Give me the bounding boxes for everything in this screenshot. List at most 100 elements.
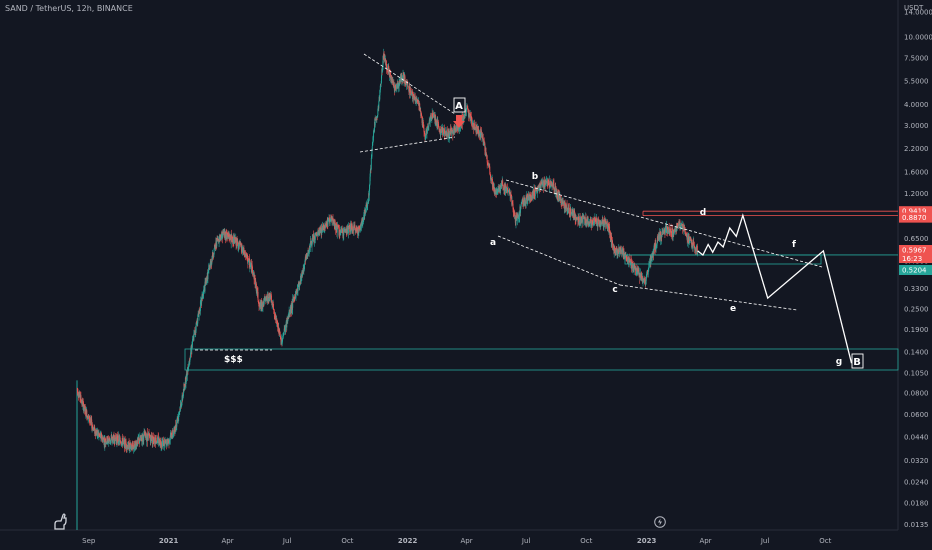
price-tick-label: 0.2500 <box>904 306 929 314</box>
candle-body <box>329 220 331 224</box>
candle-body <box>363 215 365 219</box>
candle-body <box>693 241 695 245</box>
candle-body <box>564 202 566 210</box>
candle-body <box>426 130 428 134</box>
candle-body <box>245 255 247 257</box>
candle-body <box>585 216 587 225</box>
candle-body <box>437 121 439 125</box>
candle-body <box>273 311 275 317</box>
candle-body <box>502 181 504 184</box>
candle-body <box>202 295 204 299</box>
candle-body <box>155 437 157 443</box>
candle-body <box>106 436 108 444</box>
candle-body <box>107 438 109 443</box>
candle-body <box>503 189 505 191</box>
candle-body <box>400 76 402 82</box>
tradingview-logo-icon[interactable] <box>52 512 72 530</box>
candle-body <box>549 183 551 188</box>
candle-body <box>690 239 692 245</box>
candle-body <box>364 209 366 212</box>
candle-body <box>622 250 624 254</box>
candle-body <box>416 99 418 102</box>
candle-body <box>386 65 388 69</box>
candle-body <box>287 316 289 320</box>
candle-body <box>611 235 613 245</box>
candle-body <box>435 115 436 124</box>
candle-body <box>220 237 222 240</box>
candle-body <box>189 355 191 360</box>
candle-body <box>379 90 381 100</box>
candle-body <box>281 341 283 344</box>
candle-body <box>311 238 313 244</box>
candle-body <box>367 201 369 203</box>
lightning-icon[interactable] <box>654 516 666 528</box>
candle-body <box>502 183 504 189</box>
candle-body <box>275 321 277 323</box>
candle-body <box>304 260 306 265</box>
candle-body <box>122 442 124 446</box>
candle-body <box>599 225 601 227</box>
candle-body <box>605 220 607 224</box>
candle-body <box>380 75 382 83</box>
candle-body <box>256 290 258 293</box>
candle-body <box>431 113 433 119</box>
candle-body <box>695 247 697 252</box>
candle-body <box>156 441 157 443</box>
candle-body <box>334 221 336 225</box>
candle-body <box>315 233 317 236</box>
candle-body <box>520 206 522 209</box>
candle-body <box>348 226 350 228</box>
candle-body <box>105 441 107 444</box>
candle-body <box>366 205 368 207</box>
wave-label-B: B <box>853 357 861 368</box>
candle-body <box>494 188 496 194</box>
wave-label-c: c <box>612 285 617 295</box>
candle-body <box>388 66 390 69</box>
candle-body <box>133 445 135 447</box>
candle-body <box>393 86 395 89</box>
candle-body <box>553 180 555 185</box>
candle-body <box>607 224 609 226</box>
candle-body <box>362 222 364 225</box>
candle-body <box>620 249 622 253</box>
candle-body <box>312 236 314 239</box>
candle-body <box>377 115 378 118</box>
candle-body <box>179 404 181 411</box>
candle-body <box>204 281 206 284</box>
candle-body <box>588 225 590 226</box>
candle-body <box>655 242 657 249</box>
candle-body <box>561 201 563 206</box>
candle-body <box>390 77 392 80</box>
candle-body <box>503 187 504 191</box>
wave-label-a: a <box>490 238 496 248</box>
candle-body <box>349 226 351 232</box>
candle-body <box>530 196 532 198</box>
candle-body <box>358 233 359 234</box>
candle-body <box>118 435 120 438</box>
candle-body <box>630 259 632 264</box>
candle-body <box>179 411 180 413</box>
candle-body <box>432 115 434 117</box>
candle-body <box>601 222 603 223</box>
candle-body <box>309 246 311 247</box>
candle-body <box>548 181 550 183</box>
candle-body <box>444 133 446 136</box>
candle-body <box>133 445 135 448</box>
candle-body <box>489 166 491 175</box>
symbol-title[interactable]: SAND / TetherUS, 12h, BINANCE <box>5 4 133 13</box>
candle-body <box>527 195 529 198</box>
candle-body <box>256 287 258 296</box>
candle-body <box>532 190 534 199</box>
candle-body <box>211 258 213 264</box>
candle-body <box>320 228 322 230</box>
candle-body <box>592 220 594 225</box>
candle-body <box>83 402 84 411</box>
candle-body <box>279 329 281 333</box>
candle-body <box>345 230 347 233</box>
candle-body <box>268 293 270 302</box>
candle-body <box>508 190 509 193</box>
candle-body <box>169 441 171 443</box>
candle-body <box>157 436 159 438</box>
candle-body <box>505 187 507 192</box>
